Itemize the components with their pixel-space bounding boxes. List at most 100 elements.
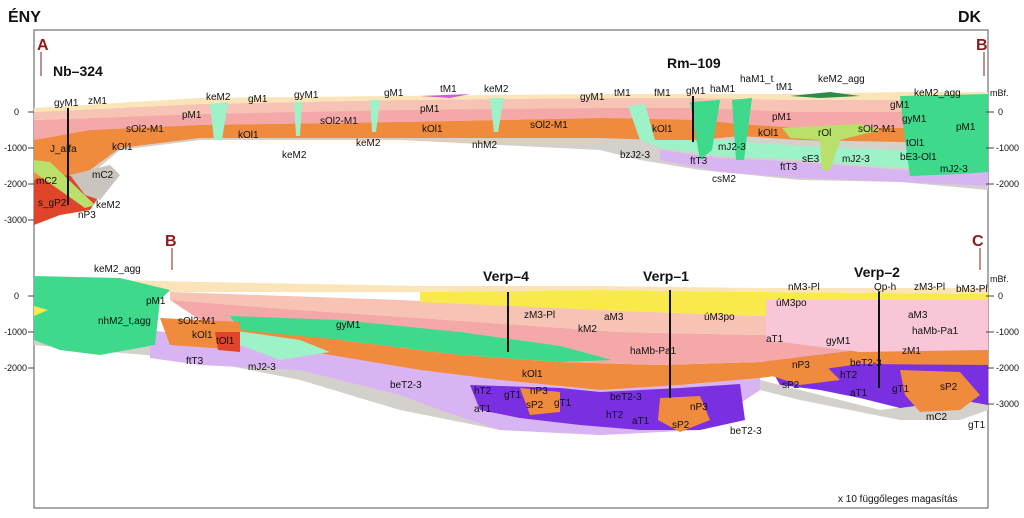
- formation-label: beT2-3: [730, 426, 762, 437]
- formation-label: nhM2_t,agg: [98, 316, 151, 327]
- formation-label: tM1: [440, 84, 457, 95]
- formation-label: kOl1: [112, 142, 133, 153]
- layer-keM2-pipe-4: [490, 98, 504, 132]
- formation-label: keM2_agg: [914, 88, 961, 99]
- point-label-b: B: [976, 37, 988, 54]
- formation-label: gM1: [384, 88, 404, 99]
- formation-label: keM2: [484, 84, 509, 95]
- formation-label: rOl: [818, 128, 831, 139]
- formation-label: aM3: [604, 312, 624, 323]
- formation-label: mJ2-3: [940, 164, 968, 175]
- formation-label: mJ2-3: [842, 154, 870, 165]
- formation-label: s_gP2: [38, 198, 67, 209]
- formation-label: mC2: [926, 412, 948, 423]
- axis-bottom-unit: mBf.: [990, 274, 1009, 284]
- formation-label: tM1: [776, 82, 793, 93]
- formation-label: pM1: [956, 122, 976, 133]
- well-label-rm109: Rm–109: [667, 55, 721, 71]
- layer-rOl: [782, 124, 880, 170]
- formation-label: nhM2: [472, 140, 497, 151]
- formation-label: gyM1: [902, 114, 927, 125]
- formation-label: gyM1: [294, 90, 319, 101]
- axis-top-left-2000: -2000: [4, 179, 27, 189]
- layer-ftT3-lower: [150, 345, 300, 370]
- formation-label: sP2: [782, 380, 800, 391]
- formation-label: haMb-Pa1: [630, 346, 677, 357]
- axis-top-left-3000: -3000: [4, 215, 27, 225]
- formation-label: gM1: [686, 86, 706, 97]
- formation-label: nP3: [792, 360, 810, 371]
- formation-label: zM1: [88, 96, 107, 107]
- layer-gM1: [34, 92, 988, 112]
- formation-label: pM1: [420, 104, 440, 115]
- formation-label: aT1: [766, 334, 784, 345]
- formation-label: gM1: [890, 100, 910, 111]
- formation-label: kOl1: [422, 124, 443, 135]
- well-label-verp4: Verp–4: [483, 268, 529, 284]
- formation-label: aT1: [632, 416, 650, 427]
- axis-bottom-left-1000: -1000: [4, 327, 27, 337]
- corner-label-nw: ÉNY: [8, 7, 41, 26]
- formation-label: bzJ2-3: [620, 150, 650, 161]
- section-a-b: [34, 92, 988, 225]
- formation-label: kM2: [578, 324, 597, 335]
- formation-label: haM1: [710, 84, 735, 95]
- formation-label: zM1: [902, 346, 921, 357]
- formation-label: gyM1: [580, 92, 605, 103]
- formation-label: sE3: [802, 154, 820, 165]
- formation-label: aT1: [474, 404, 492, 415]
- formation-label: beT2-3: [850, 358, 882, 369]
- point-label-b2: B: [165, 233, 177, 250]
- formation-label: tOl1: [906, 138, 925, 149]
- formation-label: zM3-Pl: [524, 310, 555, 321]
- axis-bottom-right-0: 0: [998, 291, 1003, 301]
- formation-label: J_alfa: [50, 144, 77, 155]
- formation-label: gM1: [248, 94, 268, 105]
- formation-label: beT2-3: [610, 392, 642, 403]
- formation-label: kOl1: [192, 330, 213, 341]
- formation-label: bE3-Ol1: [900, 152, 937, 163]
- formation-label: nP3: [690, 402, 708, 413]
- point-label-a: A: [37, 37, 49, 54]
- axis-bottom-right-2000: -2000: [996, 363, 1019, 373]
- formation-label: zM3-Pl: [914, 282, 945, 293]
- formation-label: keM2_agg: [94, 264, 141, 275]
- axis-top-unit: mBf.: [990, 88, 1009, 98]
- formation-label: gyM1: [54, 98, 79, 109]
- formation-labels-bottom: keM2_agg pM1 nhM2_t,agg sOl2-M1 kOl1 tOl…: [94, 264, 988, 437]
- axis-top-left-0: 0: [14, 107, 19, 117]
- formation-label: keM2: [282, 150, 307, 161]
- layer-keM2-intrusion-3: [628, 104, 655, 140]
- layer-gyM1-lower: [230, 316, 612, 362]
- layer-kOl1-lower: [200, 320, 988, 390]
- axis-bottom-right-3000: -3000: [996, 399, 1019, 409]
- layer-tM1: [420, 94, 470, 98]
- axis-ticks: [28, 111, 994, 405]
- formation-label: sP2: [940, 382, 958, 393]
- layer-haMb-Pa1: [170, 300, 988, 365]
- formation-label: tOl1: [216, 336, 235, 347]
- layer-tOl1-left: [215, 332, 240, 352]
- axis-bottom-left-0: 0: [14, 291, 19, 301]
- formation-label: gyM1: [826, 336, 851, 347]
- formation-label: kOl1: [652, 124, 673, 135]
- formation-label: aM3: [908, 310, 928, 321]
- axis-top-right-2000: -2000: [996, 179, 1019, 189]
- formation-label: ftT3: [690, 156, 708, 167]
- layer-upper-cream: [34, 278, 988, 294]
- layer-keM2-pipe-2: [294, 102, 302, 136]
- formation-label: mC2: [92, 170, 114, 181]
- well-label-verp1: Verp–1: [643, 268, 689, 284]
- formation-labels-top: gyM1 zM1 pM1 sOl2-M1 kOl1 J_alfa mC2 mC2…: [36, 74, 976, 221]
- layer-sP2-pod-1: [658, 396, 710, 432]
- formation-label: kOl1: [522, 369, 543, 380]
- formation-label: keM2: [356, 138, 381, 149]
- layer-haMb-right: [766, 300, 988, 352]
- axis-top-left-1000: -1000: [4, 143, 27, 153]
- layer-mJ2-3-lower: [230, 330, 330, 360]
- layer-mJ2-3: [640, 140, 988, 170]
- layer-dark-green-top: [790, 92, 860, 98]
- formation-label: gT1: [968, 420, 986, 431]
- formation-label: Qp-h: [874, 282, 896, 293]
